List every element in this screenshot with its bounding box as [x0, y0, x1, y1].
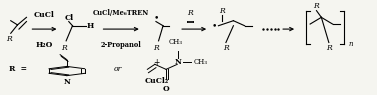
Text: CuCl/Me₆TREN: CuCl/Me₆TREN — [93, 9, 149, 17]
Text: H: H — [87, 22, 94, 30]
Text: H₂O: H₂O — [36, 41, 53, 49]
Text: R: R — [6, 35, 12, 43]
Text: 2-Propanol: 2-Propanol — [101, 41, 141, 49]
Text: CuCl: CuCl — [34, 11, 55, 19]
Text: O: O — [162, 85, 169, 93]
Text: •: • — [153, 14, 159, 23]
Text: R: R — [314, 2, 319, 10]
Text: N: N — [175, 58, 182, 66]
Text: N: N — [63, 78, 70, 86]
Text: CH₃: CH₃ — [194, 58, 208, 66]
Text: or: or — [113, 65, 121, 73]
Text: R: R — [153, 44, 158, 52]
Text: CH₃: CH₃ — [169, 38, 183, 46]
Text: +: + — [153, 58, 160, 67]
Text: Cl: Cl — [64, 14, 73, 22]
Text: R: R — [326, 44, 332, 52]
Text: R  =: R = — [9, 65, 27, 73]
Text: CuCl₂: CuCl₂ — [144, 77, 169, 85]
Text: R: R — [223, 44, 229, 52]
Text: n: n — [349, 40, 353, 48]
Text: R: R — [187, 9, 193, 17]
Text: R: R — [219, 7, 225, 15]
Text: R: R — [61, 44, 67, 52]
Text: •: • — [211, 21, 217, 30]
